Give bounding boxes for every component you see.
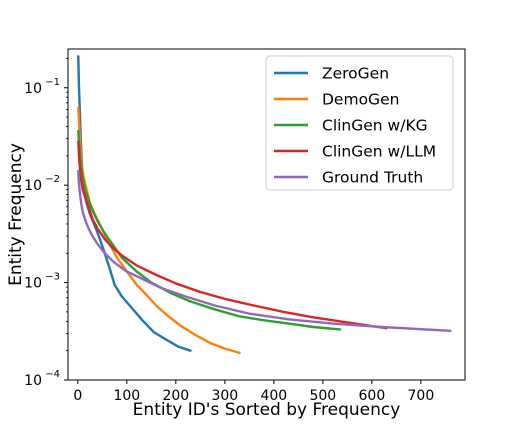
y-tick-exponent: −1 bbox=[45, 77, 60, 88]
x-axis-ticks: 0 100 200 300 400 500 600 700 bbox=[73, 380, 434, 404]
x-tick-label: 400 bbox=[260, 388, 287, 404]
y-tick-label: 10 bbox=[24, 81, 42, 97]
x-tick-label: 0 bbox=[73, 388, 82, 404]
legend-label: Ground Truth bbox=[322, 169, 423, 187]
series-line-4 bbox=[77, 169, 452, 332]
y-tick-label: 10 bbox=[24, 178, 42, 194]
y-axis-ticks: 10−410−310−210−1 bbox=[24, 58, 68, 389]
legend-label: ClinGen w/KG bbox=[322, 117, 428, 135]
y-axis-label: Entity Frequency bbox=[6, 143, 26, 286]
legend-label: ClinGen w/LLM bbox=[322, 143, 436, 161]
x-tick-label: 200 bbox=[162, 388, 189, 404]
x-axis-label: Entity ID's Sorted by Frequency bbox=[133, 400, 401, 420]
x-tick-label: 700 bbox=[408, 388, 435, 404]
legend-box bbox=[265, 55, 454, 191]
x-tick-label: 300 bbox=[211, 388, 238, 404]
legend: ZeroGen DemoGen ClinGen w/KG ClinGen w/LLM G… bbox=[265, 55, 454, 191]
y-tick-exponent: −2 bbox=[45, 174, 60, 185]
series-line-3 bbox=[77, 140, 388, 330]
x-tick-label: 600 bbox=[359, 388, 386, 404]
series-line-0 bbox=[77, 55, 192, 352]
y-tick-exponent: −4 bbox=[45, 369, 60, 380]
x-tick-label: 500 bbox=[309, 388, 336, 404]
legend-label: ZeroGen bbox=[322, 65, 389, 83]
legend-label: DemoGen bbox=[322, 91, 399, 109]
x-tick-label: 100 bbox=[113, 388, 140, 404]
y-tick-exponent: −3 bbox=[45, 272, 60, 283]
y-tick-label: 10 bbox=[24, 276, 42, 292]
series-line-2 bbox=[77, 129, 342, 331]
y-tick-label: 10 bbox=[24, 373, 42, 389]
